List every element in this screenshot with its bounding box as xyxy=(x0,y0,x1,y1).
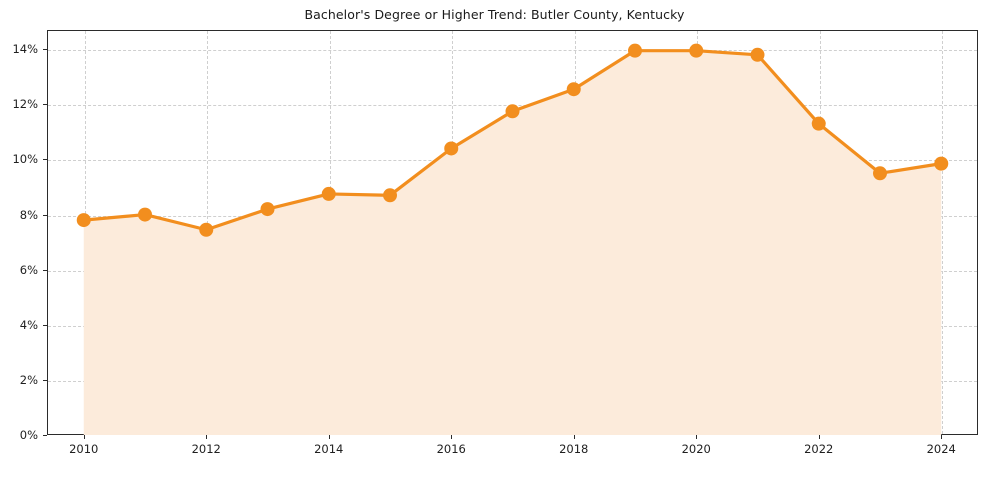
x-axis-tick-label: 2022 xyxy=(804,442,834,456)
x-axis-tick-mark xyxy=(941,435,943,439)
gridline-vertical xyxy=(84,31,86,434)
gridline-vertical xyxy=(942,31,944,434)
gridline-horizontal xyxy=(48,215,977,217)
plot-area xyxy=(47,30,978,435)
x-axis-tick-label: 2010 xyxy=(69,442,99,456)
gridline-vertical xyxy=(697,31,699,434)
y-axis-tick-label: 2% xyxy=(19,372,38,387)
y-axis-tick-label: 14% xyxy=(12,42,38,57)
gridline-vertical xyxy=(207,31,209,434)
gridline-vertical xyxy=(329,31,331,434)
x-axis-tick-label: 2012 xyxy=(191,442,221,456)
x-axis-tick-label: 2024 xyxy=(926,442,956,456)
y-axis-tick-label: 10% xyxy=(12,152,38,167)
y-axis-tick-mark xyxy=(43,324,47,326)
y-axis-tick-mark xyxy=(43,49,47,51)
gridline-vertical xyxy=(452,31,454,434)
y-axis-tick-label: 12% xyxy=(12,97,38,112)
x-axis-tick-label: 2014 xyxy=(314,442,344,456)
x-axis-tick-mark xyxy=(818,435,820,439)
x-axis-tick-mark xyxy=(206,435,208,439)
y-axis-tick-mark xyxy=(43,214,47,216)
y-axis-tick-label: 4% xyxy=(19,317,38,332)
x-axis-tick-mark xyxy=(328,435,330,439)
gridline-horizontal xyxy=(48,380,977,382)
y-axis-tick-mark xyxy=(43,104,47,106)
gridline-horizontal xyxy=(48,270,977,272)
plot-inner xyxy=(48,31,977,434)
x-axis-tick-label: 2016 xyxy=(436,442,466,456)
gridline-vertical xyxy=(819,31,821,434)
x-axis-tick-mark xyxy=(451,435,453,439)
y-axis-tick-mark xyxy=(43,379,47,381)
x-axis-tick-mark xyxy=(696,435,698,439)
gridline-vertical xyxy=(574,31,576,434)
y-axis-tick-mark xyxy=(43,435,47,436)
x-axis-tick-label: 2020 xyxy=(681,442,711,456)
gridline-horizontal xyxy=(48,325,977,327)
gridline-horizontal xyxy=(48,50,977,52)
y-axis-tick-label: 0% xyxy=(19,428,38,442)
y-axis-tick-label: 6% xyxy=(19,262,38,277)
chart-title: Bachelor's Degree or Higher Trend: Butle… xyxy=(304,7,685,22)
y-axis-tick-mark xyxy=(43,269,47,271)
gridline-horizontal xyxy=(48,105,977,107)
y-axis-tick-label: 8% xyxy=(19,207,38,222)
x-axis-tick-mark xyxy=(573,435,575,439)
x-axis-tick-mark xyxy=(83,435,85,439)
x-axis-tick-label: 2018 xyxy=(559,442,589,456)
gridline-horizontal xyxy=(48,160,977,162)
y-axis-tick-mark xyxy=(43,159,47,161)
